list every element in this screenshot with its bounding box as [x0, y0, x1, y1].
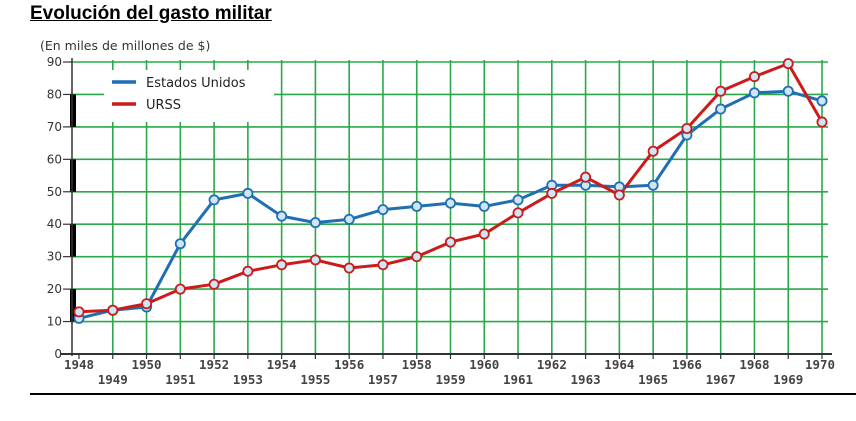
data-point-urss: [782, 58, 794, 70]
data-point-urss: [816, 116, 828, 128]
data-point-urss: [276, 259, 288, 271]
data-point-estados-unidos: [444, 197, 456, 209]
y-tick-label: 0: [54, 347, 62, 361]
data-point-urss: [444, 236, 456, 248]
x-tick-label: 1953: [233, 372, 263, 387]
data-point-urss: [478, 228, 490, 240]
x-tick-label: 1965: [638, 372, 668, 387]
data-point-estados-unidos: [816, 95, 828, 107]
data-point-urss: [141, 298, 153, 310]
x-tick-label: 1964: [604, 357, 634, 372]
y-tick-label: 80: [47, 87, 62, 101]
x-tick-label: 1959: [435, 372, 465, 387]
data-point-estados-unidos: [174, 238, 186, 250]
axis-band: [70, 224, 76, 257]
x-tick-label: 1955: [300, 372, 330, 387]
data-point-urss: [715, 85, 727, 97]
data-point-urss: [546, 187, 558, 199]
axis-band: [70, 94, 76, 127]
legend-label: Estados Unidos: [146, 76, 246, 91]
x-tick-label: 1970: [805, 357, 835, 372]
data-point-urss: [343, 262, 355, 274]
x-tick-label: 1961: [503, 372, 533, 387]
data-point-urss: [242, 265, 254, 277]
legend-label: URSS: [146, 98, 181, 113]
y-axis-label: (En miles de millones de $): [40, 38, 211, 53]
data-point-estados-unidos: [512, 194, 524, 206]
x-tick-label: 1952: [199, 357, 229, 372]
data-point-estados-unidos: [377, 204, 389, 216]
data-point-urss: [208, 278, 220, 290]
data-point-estados-unidos: [309, 217, 321, 229]
data-point-estados-unidos: [276, 210, 288, 222]
y-tick-label: 20: [47, 282, 62, 296]
x-tick-label: 1969: [773, 372, 803, 387]
data-point-estados-unidos: [647, 179, 659, 191]
data-point-estados-unidos: [343, 213, 355, 225]
data-point-urss: [73, 306, 85, 318]
data-point-estados-unidos: [411, 200, 423, 212]
x-tick-label: 1948: [64, 357, 94, 372]
data-point-urss: [107, 304, 119, 316]
data-point-estados-unidos: [208, 194, 220, 206]
data-point-urss: [613, 189, 625, 201]
x-tick-label: 1960: [469, 357, 499, 372]
x-tick-label: 1963: [571, 372, 601, 387]
axis-band: [70, 159, 76, 192]
x-tick-label: 1968: [739, 357, 769, 372]
data-point-estados-unidos: [242, 187, 254, 199]
data-point-estados-unidos: [782, 85, 794, 97]
x-tick-label: 1956: [334, 357, 364, 372]
bottom-divider: [30, 393, 856, 395]
x-tick-label: 1957: [368, 372, 398, 387]
y-tick-label: 60: [47, 152, 62, 166]
axis-band: [70, 289, 76, 322]
data-point-urss: [580, 171, 592, 183]
data-point-urss: [512, 207, 524, 219]
y-tick-label: 90: [47, 55, 62, 69]
legend: Estados Unidos URSS: [104, 70, 274, 122]
chart-title: Evolución del gasto militar: [30, 3, 272, 24]
data-point-estados-unidos: [715, 103, 727, 115]
y-tick-label: 30: [47, 250, 62, 264]
legend-box: [104, 70, 274, 122]
data-point-urss: [748, 71, 760, 83]
data-point-urss: [377, 259, 389, 271]
y-tick-label: 10: [47, 315, 62, 329]
data-point-urss: [309, 254, 321, 266]
data-point-estados-unidos: [478, 200, 490, 212]
x-tick-label: 1954: [267, 357, 297, 372]
x-tick-label: 1951: [165, 372, 195, 387]
data-point-urss: [647, 145, 659, 157]
y-tick-label: 40: [47, 217, 62, 231]
x-tick-label: 1949: [98, 372, 128, 387]
data-point-urss: [681, 123, 693, 135]
x-tick-label: 1958: [402, 357, 432, 372]
x-tick-label: 1966: [672, 357, 702, 372]
data-point-urss: [411, 251, 423, 263]
x-tick-label: 1950: [131, 357, 161, 372]
x-tick-label: 1967: [706, 372, 736, 387]
data-point-urss: [174, 283, 186, 295]
series: [73, 58, 828, 324]
x-tick-label: 1962: [537, 357, 567, 372]
y-tick-label: 50: [47, 185, 62, 199]
data-point-estados-unidos: [748, 87, 760, 99]
y-tick-label: 70: [47, 120, 62, 134]
